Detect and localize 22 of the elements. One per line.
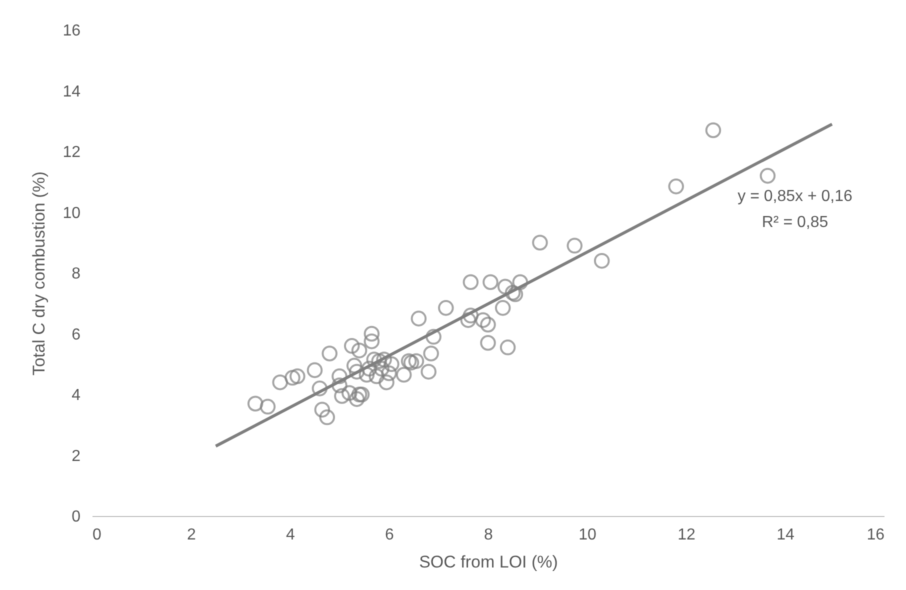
x-tick-label: 12 (678, 526, 696, 544)
x-tick-label: 14 (776, 526, 794, 544)
y-tick-label: 10 (62, 204, 81, 222)
annotation: y = 0,85x + 0,16 (738, 188, 852, 205)
x-tick-label: 0 (92, 526, 102, 544)
y-tick-label: 6 (72, 326, 81, 344)
x-axis-title: SOC from LOI (%) (419, 552, 558, 572)
y-tick-label: 8 (72, 266, 81, 282)
x-tick-label: 8 (484, 526, 494, 544)
x-tick-label: 2 (187, 526, 196, 544)
y-tick-label: 16 (62, 22, 81, 40)
annotation: R² = 0,85 (762, 214, 828, 231)
y-tick-label: 4 (72, 387, 81, 404)
x-tick-label: 4 (286, 526, 296, 544)
x-tick-label: 16 (866, 526, 885, 544)
y-tick-label: 0 (72, 508, 81, 526)
x-tick-label: 6 (385, 526, 394, 544)
y-tick-label: 14 (62, 83, 81, 100)
y-tick-label: 2 (72, 448, 81, 465)
x-tick-label: 10 (578, 526, 596, 544)
y-tick-label: 12 (62, 144, 81, 161)
y-axis-title: Total C dry combustion (%) (30, 171, 49, 376)
